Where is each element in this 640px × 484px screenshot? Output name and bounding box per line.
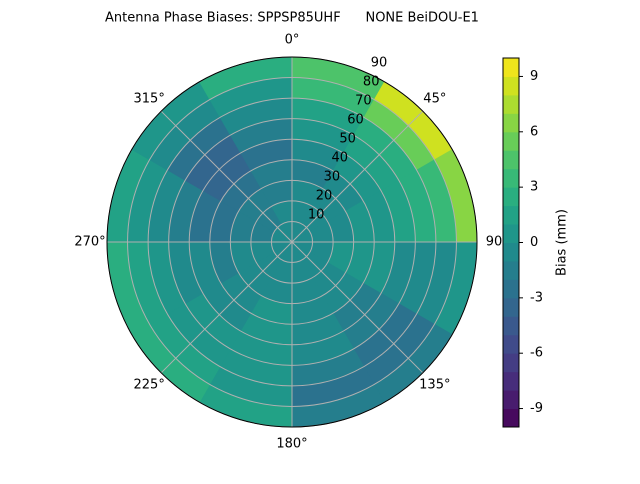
angular-tick-label: 45°	[423, 92, 446, 107]
radial-tick-label: 70	[355, 94, 372, 109]
angular-grid-line	[291, 241, 424, 374]
angular-tick-label: 225°	[134, 377, 165, 392]
colorbar-band	[503, 297, 519, 317]
colorbar-band	[503, 131, 519, 151]
colorbar-band	[503, 279, 519, 299]
colorbar-band	[503, 150, 519, 170]
angular-tick-label: 0°	[285, 33, 300, 48]
colorbar-band	[503, 205, 519, 225]
angular-grid-line	[291, 110, 424, 243]
colorbar-band	[503, 334, 519, 354]
colorbar-tick-label: -6	[530, 346, 543, 361]
colorbar-band	[503, 408, 519, 428]
colorbar-tick-label: 3	[530, 180, 538, 195]
radial-tick-label: 60	[347, 113, 364, 128]
colorbar: -9 -6 -3 0 3 6 9 Bias (mm)	[502, 57, 570, 428]
colorbar-band	[503, 390, 519, 410]
colorbar-tick-label: 0	[530, 235, 538, 250]
colorbar-band	[503, 242, 519, 262]
radial-tick-label: 90	[371, 56, 388, 71]
colorbar-band	[503, 371, 519, 391]
angular-tick-label: 180°	[276, 437, 307, 452]
radial-tick-label: 10	[308, 208, 325, 223]
radial-tick-label: 30	[324, 170, 341, 185]
polar-frame	[106, 56, 478, 428]
colorbar-tick-label: -9	[530, 401, 543, 416]
angular-grid-line	[160, 110, 293, 243]
colorbar-band	[503, 113, 519, 133]
colorbar-band	[503, 353, 519, 373]
colorbar-band	[503, 168, 519, 188]
radial-tick-label: 20	[316, 189, 333, 204]
angular-tick-label: 315°	[134, 92, 165, 107]
colorbar-band	[503, 316, 519, 336]
colorbar-tick-label: -3	[530, 290, 543, 305]
colorbar-tick-label: 9	[530, 69, 538, 84]
colorbar-band	[503, 76, 519, 96]
polar-plot: 0° 45° 90 135° 180° 225° 270° 315° 10 20 30 40 50 60 7…	[74, 33, 502, 452]
chart-title: Antenna Phase Biases: SPPSP85UHF NONE Be…	[105, 11, 479, 26]
angular-tick-label: 270°	[74, 235, 105, 250]
colorbar-band	[503, 224, 519, 243]
radial-tick-label: 40	[331, 151, 348, 166]
colorbar-band	[503, 94, 519, 114]
colorbar-band	[503, 260, 519, 280]
colorbar-label: Bias (mm)	[555, 209, 570, 276]
colorbar-band	[503, 58, 519, 77]
angular-tick-label: 90	[486, 235, 503, 250]
colorbar-band	[503, 187, 519, 207]
radial-tick-label: 50	[339, 132, 356, 147]
colorbar-tick-label: 6	[530, 124, 538, 139]
angular-grid-line	[160, 241, 293, 374]
angular-tick-label: 135°	[419, 377, 450, 392]
radial-tick-label: 80	[363, 75, 380, 90]
